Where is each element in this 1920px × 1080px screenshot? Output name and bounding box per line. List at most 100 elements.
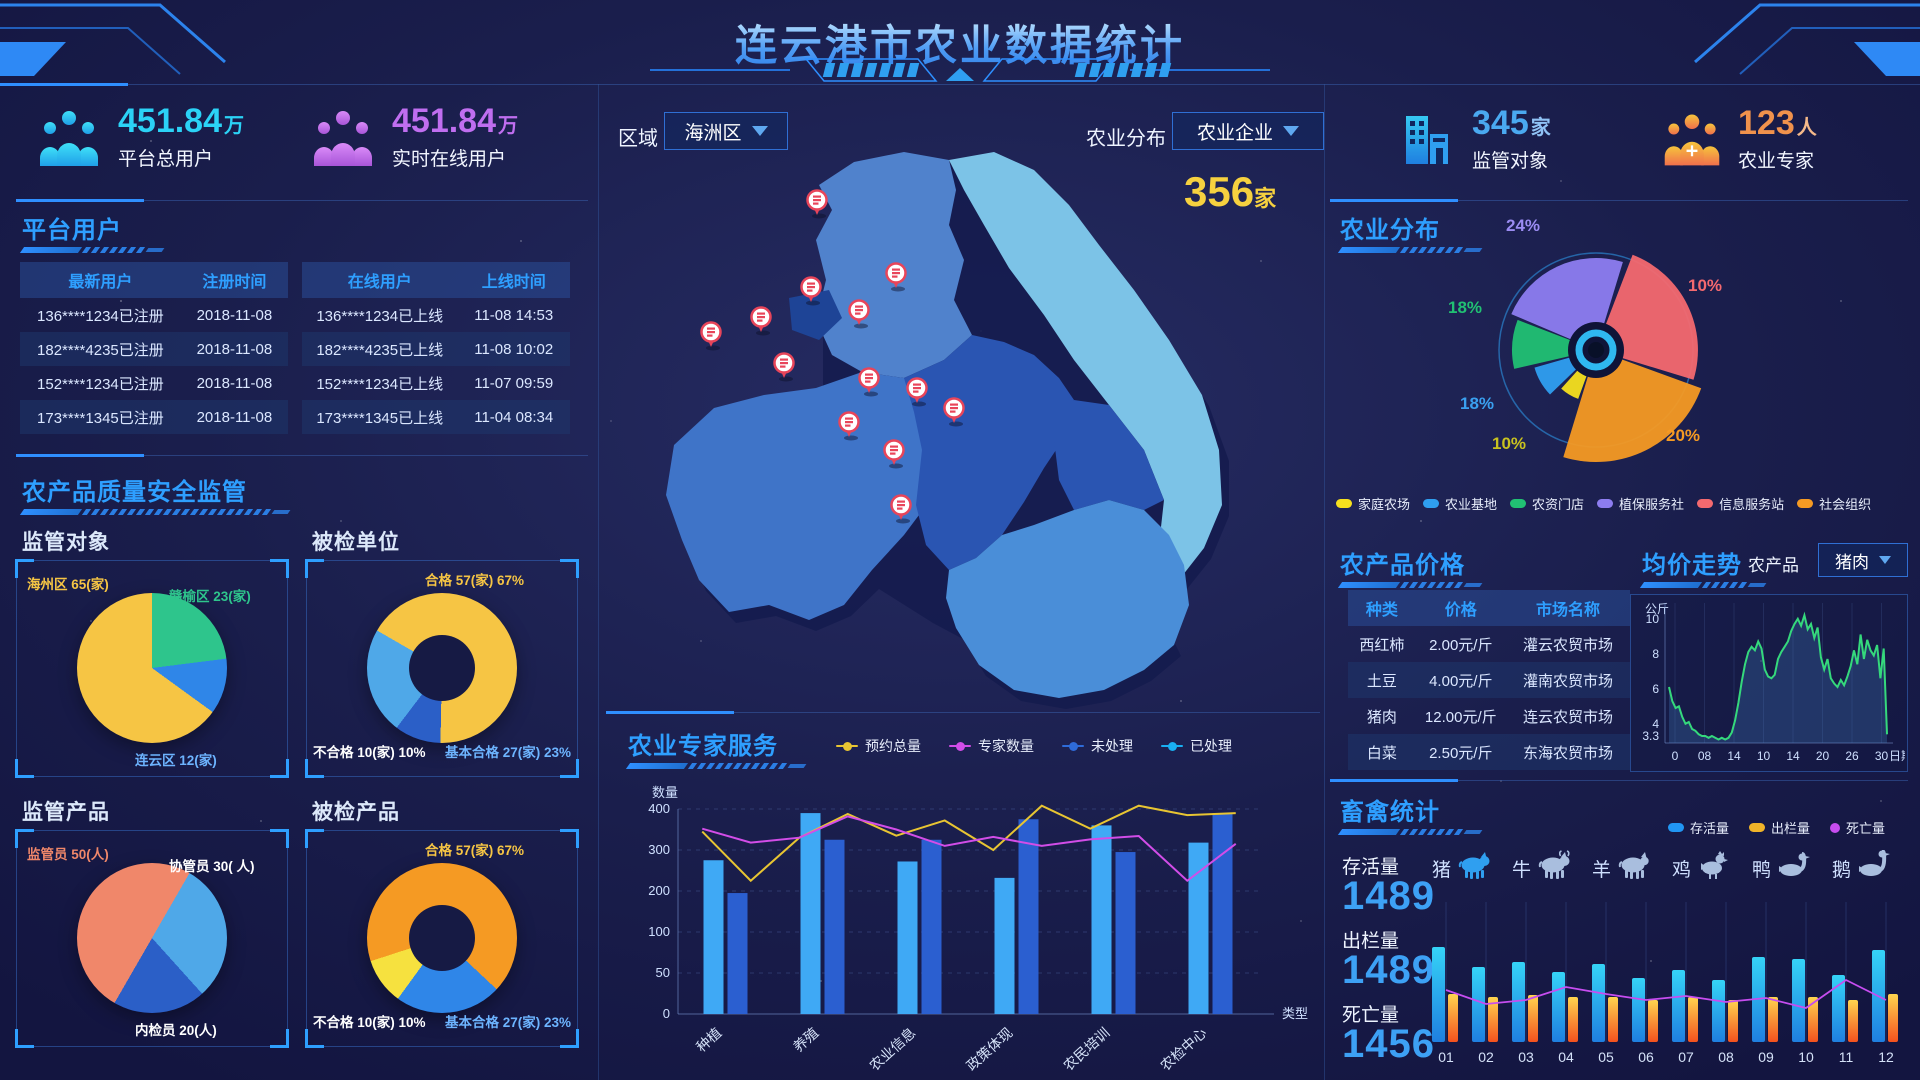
district-west[interactable] bbox=[666, 372, 939, 620]
rose-percent-callout: 24% bbox=[1506, 216, 1541, 235]
table-cell: 灌南农贸市场 bbox=[1522, 672, 1613, 690]
legend-item[interactable]: 信息服务站 bbox=[1697, 494, 1784, 513]
map-pin[interactable] bbox=[906, 377, 928, 407]
svg-text:10: 10 bbox=[1646, 612, 1660, 626]
animal-item-pig[interactable]: 猪 bbox=[1432, 850, 1493, 886]
duck-icon bbox=[1779, 852, 1811, 876]
table-cell: 173****1345已上线 bbox=[316, 409, 444, 427]
district-center-east[interactable] bbox=[1054, 400, 1164, 510]
legend-swatch bbox=[1697, 499, 1714, 508]
chicken-icon bbox=[1701, 851, 1729, 879]
svg-text:300: 300 bbox=[648, 842, 670, 857]
legend-label: 社会组织 bbox=[1819, 497, 1872, 512]
map-pin[interactable] bbox=[890, 494, 912, 524]
legend-swatch bbox=[1797, 499, 1814, 508]
legend-item[interactable]: 植保服务社 bbox=[1597, 494, 1684, 513]
district-southeast[interactable] bbox=[946, 500, 1189, 698]
rose-percent-callout: 18% bbox=[1448, 298, 1483, 317]
table-cell: 182****4235已上线 bbox=[316, 341, 444, 359]
animal-icon-wrap bbox=[1697, 850, 1731, 886]
legend-item[interactable]: 专家数量 bbox=[949, 736, 1034, 756]
section-title-trend: 均价走势 bbox=[1642, 552, 1742, 579]
svg-text:20: 20 bbox=[1816, 749, 1830, 763]
divider-right-stats bbox=[1330, 199, 1908, 202]
distribution-select[interactable]: 农业企业 bbox=[1172, 112, 1324, 150]
quality-chart-card: 赣榆区 23(家) 连云区 12(家) 海州区 65(家) bbox=[15, 559, 289, 778]
legend-swatch bbox=[1749, 823, 1766, 832]
slice-label: 合格 57(家) 67% bbox=[425, 843, 525, 858]
animal-item-sheep[interactable]: 羊 bbox=[1592, 850, 1653, 886]
corner-bracket bbox=[560, 559, 579, 578]
table-cell: 182****4235已注册 bbox=[37, 341, 164, 359]
legend-label: 预约总量 bbox=[865, 738, 921, 754]
legend-item[interactable]: 预约总量 bbox=[836, 736, 921, 756]
svg-text:26: 26 bbox=[1845, 749, 1859, 763]
legend-item[interactable]: 未处理 bbox=[1062, 736, 1133, 756]
legend-item[interactable]: 死亡量 bbox=[1830, 818, 1885, 837]
table-cell: 猪肉 bbox=[1366, 708, 1397, 726]
rose-slice[interactable] bbox=[1563, 350, 1702, 462]
legend-item[interactable]: 农业基地 bbox=[1423, 494, 1497, 513]
svg-text:100: 100 bbox=[648, 924, 670, 939]
table-cell: 12.00元/斤 bbox=[1424, 708, 1497, 726]
district-center[interactable] bbox=[904, 335, 1074, 570]
map-pin[interactable] bbox=[883, 439, 905, 469]
map-pin[interactable] bbox=[885, 262, 907, 292]
map-pin[interactable] bbox=[848, 299, 870, 329]
animal-item-chicken[interactable]: 鸡 bbox=[1672, 850, 1731, 886]
page-title: 连云港市农业数据统计 bbox=[0, 12, 1920, 73]
map-pin[interactable] bbox=[773, 352, 795, 382]
map-pin[interactable] bbox=[838, 411, 860, 441]
region-map[interactable] bbox=[604, 150, 1324, 710]
legend-label: 家庭农场 bbox=[1358, 497, 1411, 512]
stat-unit: 万 bbox=[224, 115, 244, 137]
legend-marker bbox=[836, 741, 858, 751]
map-pin[interactable] bbox=[800, 276, 822, 306]
table-row: 173****1345已注册 2018-11-08 bbox=[20, 400, 288, 434]
legend-label: 植保服务社 bbox=[1619, 497, 1685, 512]
svg-text:3.3: 3.3 bbox=[1642, 729, 1659, 743]
table-row: 西红柿 2.00元/斤 灌云农贸市场 bbox=[1348, 626, 1630, 662]
svg-text:0: 0 bbox=[1672, 749, 1679, 763]
product-select[interactable]: 猪肉 bbox=[1818, 543, 1908, 577]
pig-icon bbox=[1458, 852, 1490, 879]
svg-text:07: 07 bbox=[1678, 1049, 1694, 1065]
legend-item[interactable]: 家庭农场 bbox=[1336, 494, 1410, 513]
slice-label: 不合格 10(家) 10% bbox=[313, 1015, 426, 1030]
animal-item-cow[interactable]: 牛 bbox=[1512, 850, 1573, 886]
legend-item[interactable]: 已处理 bbox=[1161, 736, 1232, 756]
chevron-down-icon bbox=[1879, 556, 1891, 564]
stat-supervised: 345 家 监管对象 bbox=[1398, 105, 1551, 173]
map-pin[interactable] bbox=[750, 306, 772, 336]
map-pin[interactable] bbox=[858, 367, 880, 397]
badge-unit: 家 bbox=[1254, 186, 1277, 211]
stat-unit: 家 bbox=[1530, 117, 1551, 139]
region-select[interactable]: 海洲区 bbox=[664, 112, 788, 150]
legend-item[interactable]: 农资门店 bbox=[1510, 494, 1584, 513]
animal-item-goose[interactable]: 鹅 bbox=[1832, 849, 1891, 886]
svg-text:11: 11 bbox=[1839, 1049, 1854, 1065]
legend-item[interactable]: 存活量 bbox=[1668, 818, 1729, 837]
distribution-label: 农业分布 bbox=[1086, 128, 1166, 150]
legend-item[interactable]: 社会组织 bbox=[1797, 494, 1871, 513]
slice-label: 基本合格 27(家) 23% bbox=[445, 1015, 572, 1030]
column-header: 市场名称 bbox=[1535, 602, 1600, 619]
register-table: 最新用户 注册时间 136****1234已注册 2018-11-08 182****4… bbox=[20, 262, 288, 434]
map-pin[interactable] bbox=[806, 189, 828, 219]
legend-label: 出栏量 bbox=[1771, 821, 1811, 836]
map-pin[interactable] bbox=[943, 397, 965, 427]
slice-label: 合格 57(家) 67% bbox=[425, 573, 525, 588]
slice-label: 监管员 50(人) bbox=[27, 847, 109, 862]
district-coastal[interactable] bbox=[949, 152, 1222, 608]
table-cell: 11-04 08:34 bbox=[474, 408, 554, 426]
region-label: 区域 bbox=[618, 128, 658, 150]
rose-slice[interactable] bbox=[1512, 319, 1596, 369]
title-underline bbox=[1337, 581, 1483, 588]
animal-item-duck[interactable]: 鸭 bbox=[1752, 850, 1811, 886]
map-pin[interactable] bbox=[700, 321, 722, 351]
donut-hole bbox=[409, 635, 475, 701]
legend-item[interactable]: 出栏量 bbox=[1749, 818, 1810, 837]
rose-percent-callout: 10% bbox=[1492, 434, 1527, 453]
legend-label: 存活量 bbox=[1690, 821, 1730, 836]
